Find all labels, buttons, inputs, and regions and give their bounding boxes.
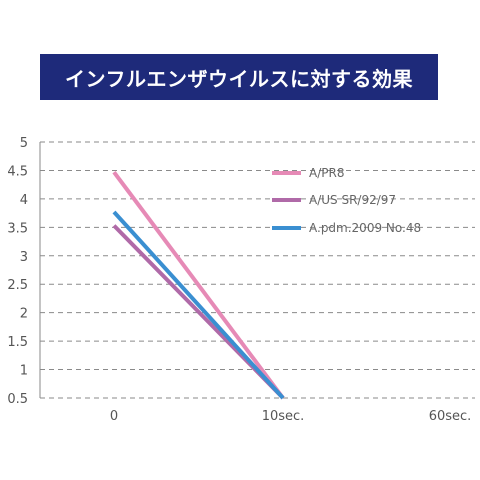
y-tick-label: 0.5 xyxy=(7,392,28,407)
series-line xyxy=(112,170,285,400)
y-tick-label: 2 xyxy=(20,307,28,322)
y-tick-label: 1.5 xyxy=(7,335,28,350)
y-tick-label: 4.5 xyxy=(7,164,28,179)
legend-label: A.pdm.2009 No.48 xyxy=(309,221,421,235)
x-tick-label: 10sec. xyxy=(262,409,305,424)
x-tick-label: 60sec. xyxy=(429,409,472,424)
chart-title: インフルエンザウイルスに対する効果 xyxy=(40,54,438,100)
legend-label: A/PR8 xyxy=(309,166,344,180)
x-tick-label: 0 xyxy=(110,409,118,424)
y-tick-label: 3.5 xyxy=(7,221,28,236)
y-tick-label: 1 xyxy=(20,364,28,379)
y-tick-label: 3 xyxy=(20,250,28,265)
legend-label: A/US SR/92/97 xyxy=(309,193,396,207)
y-tick-label: 5 xyxy=(20,136,28,151)
y-tick-label: 4 xyxy=(20,193,28,208)
series-line xyxy=(112,210,285,400)
y-tick-label: 2.5 xyxy=(7,278,28,293)
